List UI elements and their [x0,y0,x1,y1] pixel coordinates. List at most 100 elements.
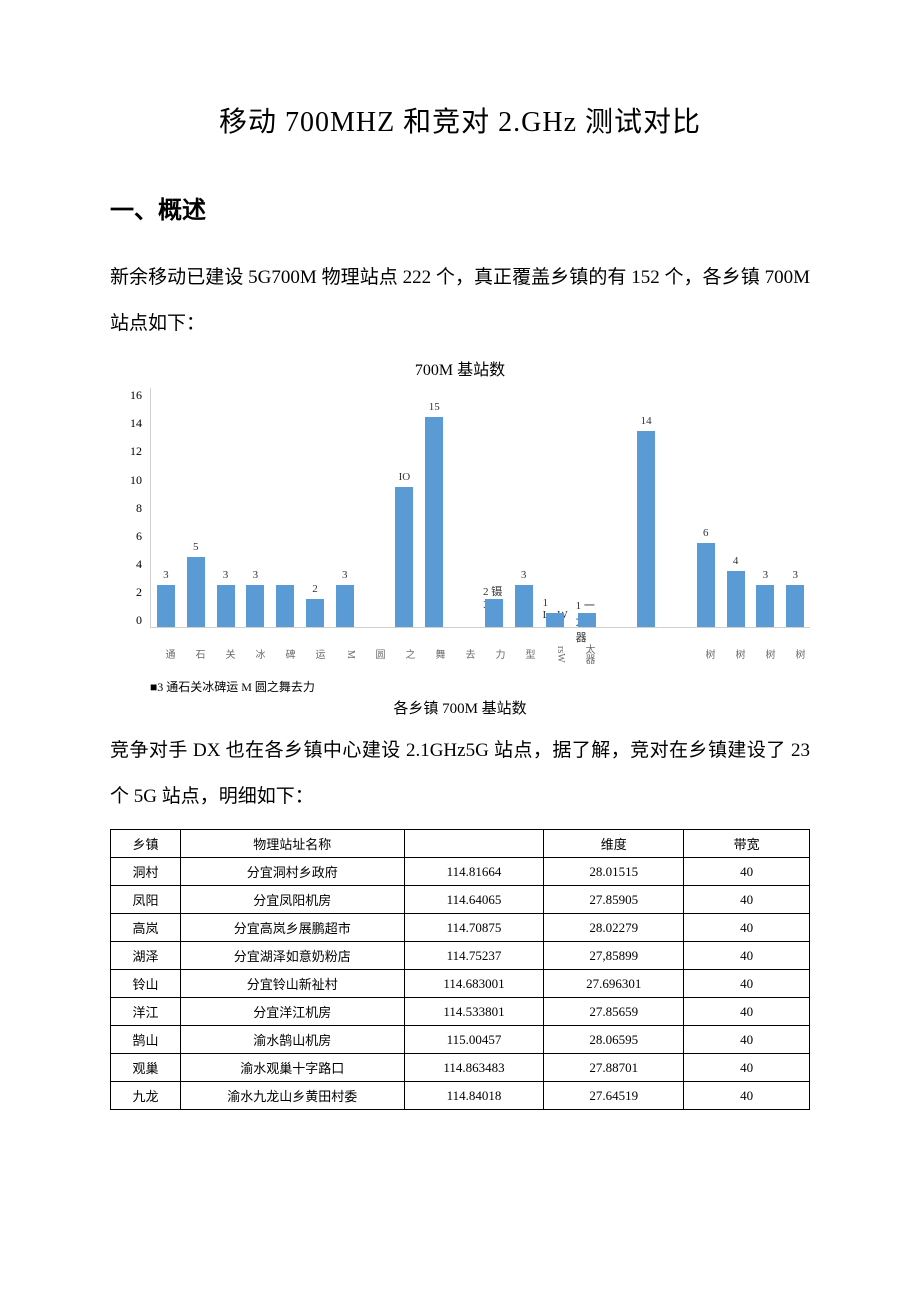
bar-value-label: 3 [763,569,769,583]
table-row: 洋江分宜洋江机房114.53380127.8565940 [111,998,810,1026]
y-tick: 2 [136,585,142,600]
bar-wrap [453,611,475,627]
table-header-row: 乡镇 物理站址名称 维度 带宽 [111,830,810,858]
chart-title: 700M 基站数 [110,356,810,380]
table-row: 观巢渝水观巢十字路口114.86348327.8870140 [111,1054,810,1082]
bar-wrap [364,611,386,627]
x-label: 关 [214,634,236,674]
chart-y-axis: 1614121086420 [110,388,150,628]
bar-wrap: 15 [423,401,445,627]
table-cell: 渝水鹄山机房 [180,1026,404,1054]
table-cell: 114.533801 [404,998,544,1026]
table-cell: 40 [684,1026,810,1054]
bar [217,585,235,627]
bar-value-label: 3 [342,569,348,583]
table-row: 洞村分宜洞村乡政府114.8166428.0151540 [111,858,810,886]
bar-wrap: 3 [334,569,356,627]
bar-wrap: 4 [725,555,747,627]
table-cell: 高岚 [111,914,181,942]
table-cell: 凤阳 [111,886,181,914]
y-tick: 10 [130,473,142,488]
bar-value-label: 3 [223,569,229,583]
y-tick: 8 [136,501,142,516]
table-cell: 分宜洞村乡政府 [180,858,404,886]
table-cell: 40 [684,942,810,970]
bar [395,487,413,627]
col-bandwidth: 带宽 [684,830,810,858]
x-label: 运 [304,634,326,674]
bar-wrap: 2 镊X [483,583,505,627]
col-town: 乡镇 [111,830,181,858]
x-label: 舞 [424,634,446,674]
x-label: 之 [394,634,416,674]
table-cell: 114.863483 [404,1054,544,1082]
table-cell: 40 [684,970,810,998]
table-cell: 湖泽 [111,942,181,970]
x-label: 树 [754,634,776,674]
table-row: 凤阳分宜凤阳机房114.6406527.8590540 [111,886,810,914]
table-cell: 114.81664 [404,858,544,886]
bar-value-label: 3 [163,569,169,583]
bar-value-label: 15 [429,401,440,415]
section-heading-overview: 一、概述 [110,190,810,225]
table-cell: 27,85899 [544,942,684,970]
table-cell: 114.84018 [404,1082,544,1110]
table-cell: 铃山 [111,970,181,998]
bar [578,613,596,627]
bar-value-label: IO [399,471,411,485]
paragraph-2: 竞争对手 DX 也在各乡镇中心建设 2.1GHz5G 站点，据了解，竞对在乡镇建… [110,728,810,819]
x-label: 去 [454,634,476,674]
page: 移动 700MHZ 和竞对 2.GHz 测试对比 一、概述 新余移动已建设 5G… [0,0,920,1170]
table-cell: 分宜洋江机房 [180,998,404,1026]
x-label: 通 [154,634,176,674]
col-site-name: 物理站址名称 [180,830,404,858]
table-cell: 40 [684,858,810,886]
bar-wrap [665,611,687,627]
table-body: 洞村分宜洞村乡政府114.8166428.0151540凤阳分宜凤阳机房114.… [111,858,810,1110]
table-cell: 40 [684,998,810,1026]
table-cell: 40 [684,886,810,914]
table-cell: 40 [684,1054,810,1082]
bar-value-label: 4 [733,555,739,569]
x-label [634,634,656,674]
table-row: 高岚分宜高岚乡展鹏超市114.7087528.0227940 [111,914,810,942]
bar-value-label: 3 [792,569,798,583]
x-label: M [334,634,356,674]
x-label: 型 [514,634,536,674]
table-cell: 27.85659 [544,998,684,1026]
table-cell: 40 [684,914,810,942]
bar-wrap [274,569,296,627]
bar [756,585,774,627]
bar-wrap: 3 [215,569,237,627]
table-row: 九龙渝水九龙山乡黄田村委114.8401827.6451940 [111,1082,810,1110]
bar [336,585,354,627]
table-cell: 40 [684,1082,810,1110]
y-tick: 6 [136,529,142,544]
bar [786,585,804,627]
bar [485,599,503,627]
table-cell: 观巢 [111,1054,181,1082]
bar [697,543,715,627]
x-label: 树 [694,634,716,674]
table-cell: 114.75237 [404,942,544,970]
bar-wrap: 6 [695,527,717,627]
bar-value-label: 14 [641,415,652,429]
table-cell: 114.70875 [404,914,544,942]
bar-value-label: 5 [193,541,199,555]
bar [157,585,175,627]
bar-wrap: 3 [155,569,177,627]
bar [637,431,655,627]
chart-legend: ■3 通石关冰碑运 M 圆之舞去力 [150,674,810,695]
bar-wrap: 1 LrsW [543,597,568,627]
table-cell: 洋江 [111,998,181,1026]
chart-area: 1614121086420 353323IO152 镊X31 LrsW1 一太器… [110,388,810,628]
table-cell: 分宜湖泽如意奶粉店 [180,942,404,970]
table-cell: 鹄山 [111,1026,181,1054]
table-cell: 114.64065 [404,886,544,914]
table-cell: 渝水九龙山乡黄田村委 [180,1082,404,1110]
y-tick: 16 [130,388,142,403]
x-label: 圆 [364,634,386,674]
table-cell: 渝水观巢十字路口 [180,1054,404,1082]
x-label: rsW [544,634,566,674]
bar [306,599,324,627]
